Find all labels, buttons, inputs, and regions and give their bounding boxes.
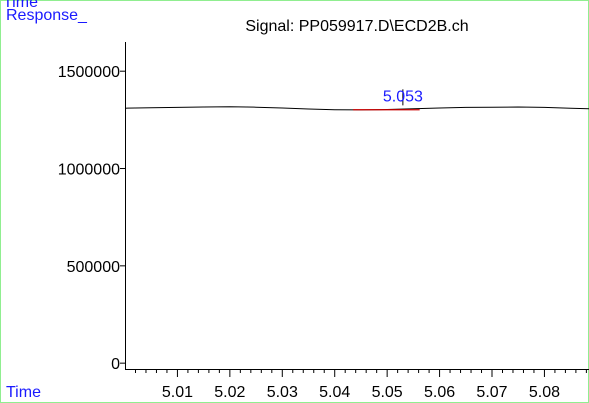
y-axis-ticks: 0 500000 1000000 1500000: [58, 64, 125, 373]
annotation-layer: 5.053: [353, 88, 423, 111]
chart-title: Signal: PP059917.D\ECD2B.ch: [245, 18, 468, 35]
y-tick-label: 1500000: [58, 64, 120, 81]
y-tick-label: 0: [111, 356, 120, 373]
y-tick-label: 1000000: [58, 162, 120, 179]
x-axis-ticks: 5.01 5.02 5.03 5.04 5.05 5.06 5.07 5.08: [134, 369, 587, 401]
x-tick-label: 5.03: [267, 384, 298, 401]
peak-label: 5.053: [383, 88, 423, 105]
x-tick-label: 5.08: [529, 384, 560, 401]
x-tick-label: 5.04: [319, 384, 350, 401]
time-header-label: Time: [3, 0, 38, 11]
x-tick-label: 5.07: [476, 384, 507, 401]
y-tick-label: 500000: [67, 259, 120, 276]
x-tick-label: 5.01: [162, 384, 193, 401]
time-axis-label: Time: [6, 384, 41, 401]
x-tick-label: 5.06: [424, 384, 455, 401]
x-tick-label: 5.05: [372, 384, 403, 401]
response-axis-label: Response_: [6, 7, 88, 24]
x-tick-label: 5.02: [214, 384, 245, 401]
